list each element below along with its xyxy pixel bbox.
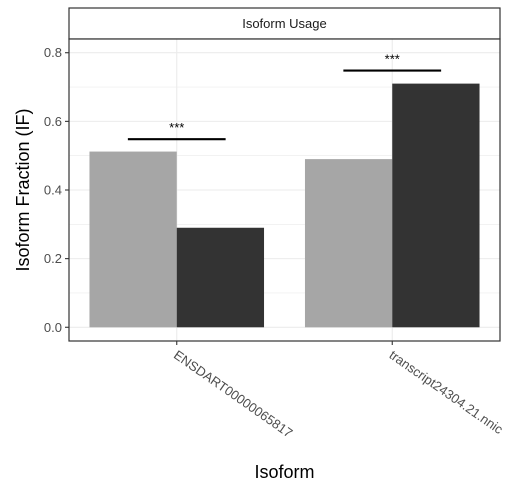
y-tick-label: 0.8 [44,45,62,60]
bar [89,151,177,328]
y-tick-label: 0.2 [44,251,62,266]
y-axis-title: Isoform Fraction (IF) [13,108,33,271]
bar [392,83,480,328]
significance-label: *** [169,120,184,135]
x-axis-ticks: ENSDART00000065817 transcript24304.21.nni… [171,341,506,441]
y-tick-label: 0.6 [44,114,62,129]
y-tick-label: 0.0 [44,320,62,335]
x-tick-label: ENSDART00000065817 [171,347,295,440]
bar [176,227,265,328]
x-axis-title: Isoform [254,462,314,482]
significance-annotations: *** *** [127,52,442,141]
facet-strip-label: Isoform Usage [242,16,327,31]
bars [89,83,480,328]
strip-background [68,7,501,40]
bar [304,159,393,328]
y-tick-label: 0.4 [44,183,62,198]
x-tick-label: transcript24304.21.nnic [387,347,507,437]
significance-label: *** [385,52,400,67]
y-axis-ticks: 0.0 0.2 0.4 0.6 0.8 [44,45,69,335]
